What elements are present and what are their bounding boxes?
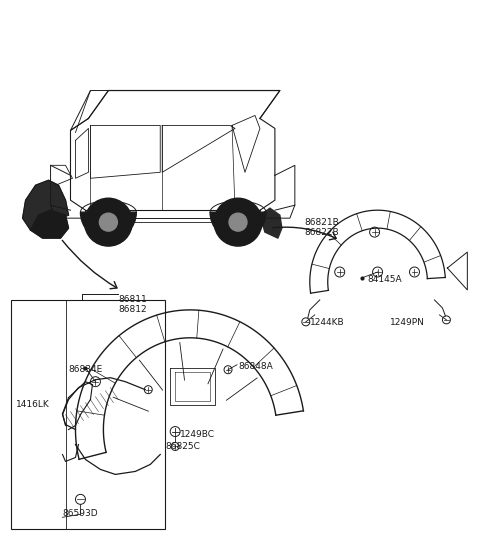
Text: 86848A: 86848A [238, 362, 273, 371]
Text: 86812: 86812 [119, 305, 147, 314]
Circle shape [229, 213, 247, 231]
Text: 1249BC: 1249BC [180, 430, 215, 438]
Wedge shape [81, 212, 136, 240]
Circle shape [214, 198, 262, 246]
Text: 86834E: 86834E [69, 365, 103, 374]
Text: 86811: 86811 [119, 295, 147, 304]
Text: 84145A: 84145A [368, 275, 402, 284]
Text: 86822B: 86822B [305, 228, 339, 237]
Text: 1416LK: 1416LK [16, 399, 49, 409]
Polygon shape [23, 180, 69, 230]
FancyArrowPatch shape [62, 240, 117, 289]
Polygon shape [260, 208, 282, 238]
Text: 1249PN: 1249PN [390, 318, 424, 327]
Polygon shape [31, 210, 69, 238]
Text: 1244KB: 1244KB [310, 318, 345, 327]
Wedge shape [210, 212, 266, 240]
Circle shape [84, 198, 132, 246]
Circle shape [99, 213, 117, 231]
Text: 86593D: 86593D [62, 509, 98, 518]
FancyArrowPatch shape [273, 227, 336, 240]
Bar [11, 300, 165, 529]
Text: 86821B: 86821B [305, 218, 339, 227]
Text: 86825C: 86825C [165, 442, 200, 450]
